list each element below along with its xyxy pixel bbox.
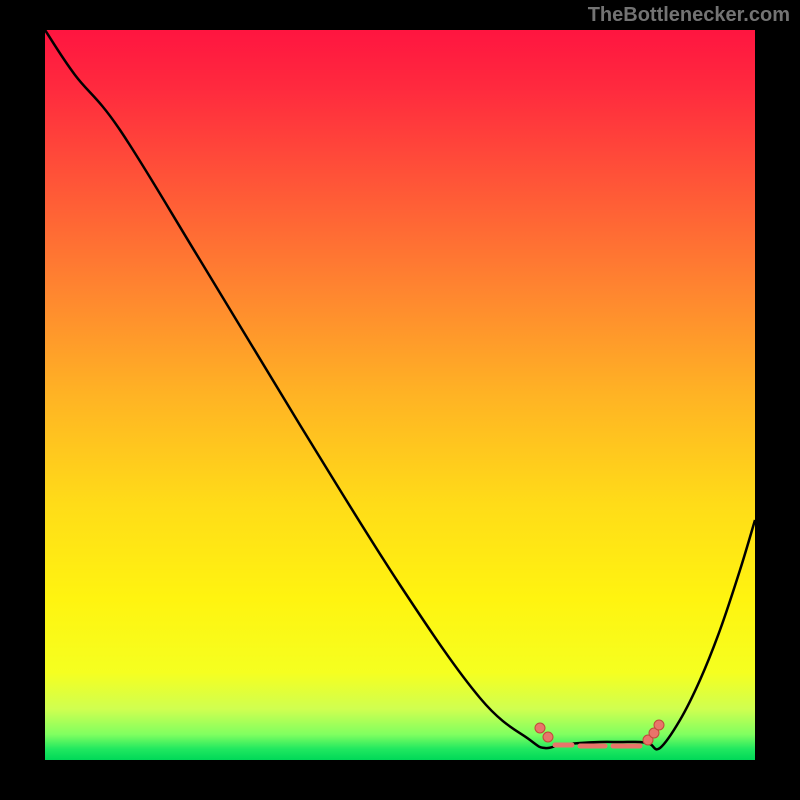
watermark-text: TheBottlenecker.com bbox=[588, 4, 790, 27]
chart-svg bbox=[0, 0, 800, 800]
plot-background bbox=[45, 30, 755, 760]
valley-dashes bbox=[555, 745, 640, 746]
